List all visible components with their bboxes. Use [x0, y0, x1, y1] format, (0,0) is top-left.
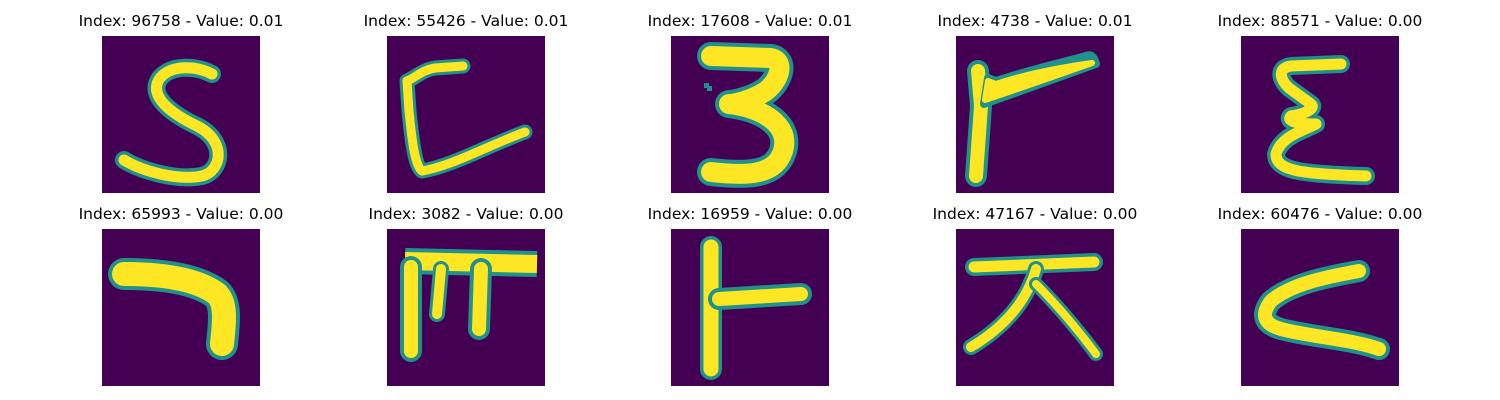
sigma-stroke-glyph: [1267, 55, 1375, 185]
hangul-a-vowel-glyph: [700, 236, 812, 380]
panel-image: [387, 229, 545, 386]
panel-title: Index: 60476 - Value: 0.00: [1217, 205, 1423, 223]
bracket-stroke-glyph: [399, 58, 533, 179]
panel-title: Index: 88571 - Value: 0.00: [1217, 12, 1423, 30]
panel-1: Index: 96758 - Value: 0.01: [36, 0, 326, 193]
panel-image: [671, 229, 829, 386]
panel-2: Index: 55426 - Value: 0.01: [321, 0, 611, 193]
panel-image: [956, 229, 1114, 386]
panel-title: Index: 47167 - Value: 0.00: [932, 205, 1138, 223]
hangul-pieup-like-glyph: [400, 248, 538, 362]
panel-5: Index: 88571 - Value: 0.00: [1175, 0, 1465, 193]
panel-title: Index: 16959 - Value: 0.00: [647, 205, 853, 223]
handwritten-3-glyph: [697, 42, 799, 188]
panel-image: [102, 229, 260, 386]
panel-title: Index: 3082 - Value: 0.00: [368, 205, 564, 223]
panel-6: Index: 65993 - Value: 0.00: [36, 193, 326, 386]
panel-10: Index: 60476 - Value: 0.00: [1175, 193, 1465, 386]
panel-3: Index: 17608 - Value: 0.01: [605, 0, 895, 193]
panel-7: Index: 3082 - Value: 0.00: [321, 193, 611, 386]
panel-9: Index: 47167 - Value: 0.00: [890, 193, 1180, 386]
panel-image: [671, 36, 829, 193]
panel-image: [1241, 36, 1399, 193]
panel-4: Index: 4738 - Value: 0.01: [890, 0, 1180, 193]
panel-title: Index: 96758 - Value: 0.01: [78, 12, 284, 30]
hangul-jieut-glyph: [963, 253, 1103, 361]
panel-image: [387, 36, 545, 193]
panel-title: Index: 4738 - Value: 0.01: [937, 12, 1133, 30]
panel-image: [102, 36, 260, 193]
hangul-giyeok-glyph: [108, 258, 240, 360]
panel-image: [956, 36, 1114, 193]
panel-title: Index: 17608 - Value: 0.01: [647, 12, 853, 30]
handwritten-s-glyph: [115, 58, 228, 187]
handwritten-c-glyph: [1254, 260, 1390, 360]
flag-stroke-glyph: [965, 51, 1100, 187]
panel-title: Index: 55426 - Value: 0.01: [363, 12, 569, 30]
panel-image: [1241, 229, 1399, 386]
panel-8: Index: 16959 - Value: 0.00: [605, 193, 895, 386]
panel-title: Index: 65993 - Value: 0.00: [78, 205, 284, 223]
